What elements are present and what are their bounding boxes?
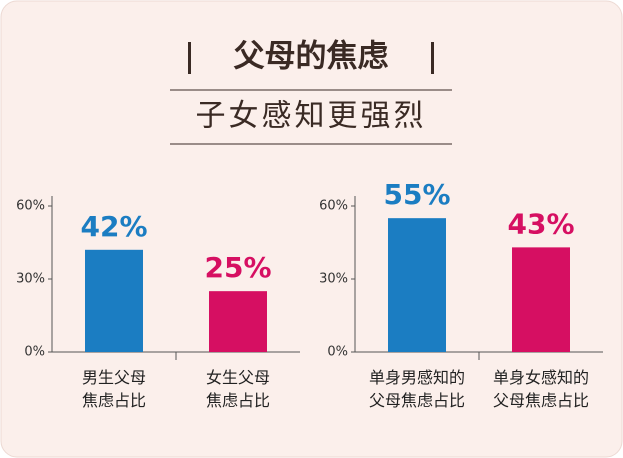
y-tick-label: 30%	[16, 272, 45, 287]
y-tick-label: 0%	[327, 345, 348, 360]
y-tick-label: 0%	[24, 345, 45, 360]
value-label: 55%	[383, 178, 450, 211]
y-tick-label: 60%	[16, 199, 45, 214]
bar	[85, 249, 143, 352]
value-label: 25%	[204, 251, 271, 284]
y-tick-label: 60%	[319, 199, 348, 214]
subtitle: 子女感知更强烈	[196, 99, 427, 134]
value-label: 42%	[80, 210, 147, 243]
value-label: 43%	[507, 207, 574, 240]
x-tick-label: 单身男感知的父母焦虑占比	[369, 368, 465, 410]
bar	[209, 291, 267, 352]
bar	[512, 247, 570, 352]
y-tick-label: 30%	[319, 272, 348, 287]
x-tick-label: 男生父母焦虑占比	[82, 368, 146, 410]
title: 父母的焦虑	[234, 39, 389, 75]
title-bar-left	[188, 42, 191, 74]
bar	[388, 218, 446, 352]
x-tick-label: 单身女感知的父母焦虑占比	[493, 368, 589, 410]
title-bar-right	[431, 42, 434, 74]
x-tick-label: 女生父母焦虑占比	[206, 368, 270, 410]
